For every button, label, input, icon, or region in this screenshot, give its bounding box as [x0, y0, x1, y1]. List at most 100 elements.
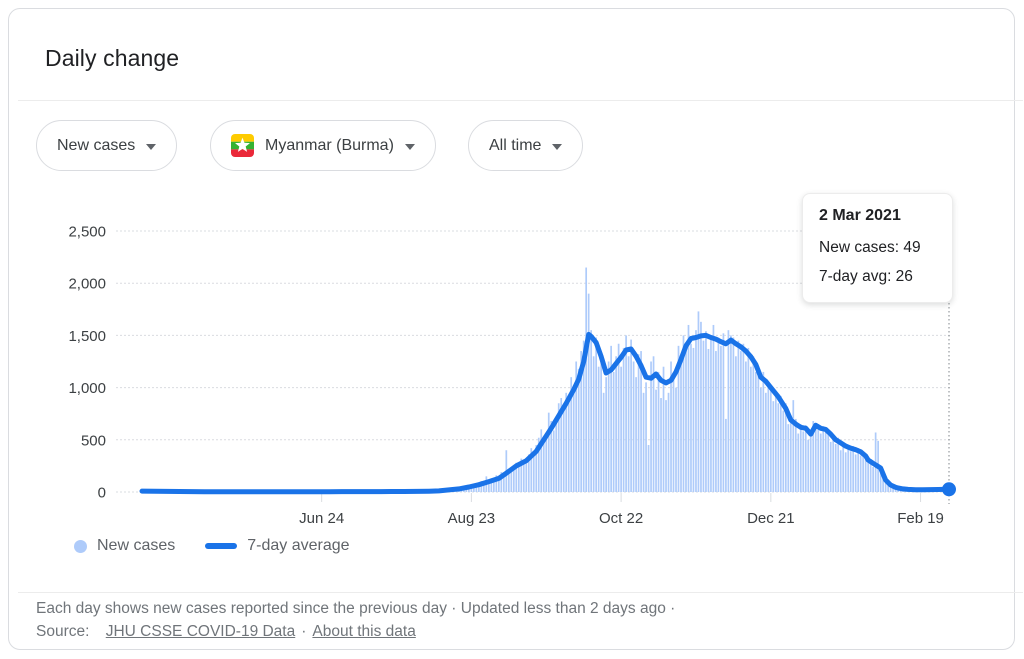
- about-data-link[interactable]: About this data: [312, 623, 416, 640]
- new-cases-bar[interactable]: [650, 361, 652, 493]
- new-cases-bar[interactable]: [829, 441, 832, 492]
- new-cases-bar[interactable]: [827, 429, 830, 492]
- new-cases-bar[interactable]: [535, 445, 538, 492]
- new-cases-bar[interactable]: [859, 455, 862, 492]
- new-cases-bar[interactable]: [587, 293, 590, 492]
- new-cases-bar[interactable]: [547, 412, 550, 492]
- new-cases-bar[interactable]: [640, 351, 642, 492]
- new-cases-bar[interactable]: [575, 361, 578, 493]
- new-cases-bar[interactable]: [750, 366, 752, 492]
- new-cases-bar[interactable]: [550, 421, 553, 492]
- region-dropdown[interactable]: Myanmar (Burma): [210, 120, 436, 171]
- new-cases-bar[interactable]: [789, 418, 792, 492]
- new-cases-bar[interactable]: [710, 335, 712, 492]
- new-cases-bar[interactable]: [645, 382, 647, 492]
- new-cases-bar[interactable]: [635, 377, 637, 492]
- new-cases-bar[interactable]: [697, 311, 700, 492]
- new-cases-bar[interactable]: [787, 424, 790, 492]
- new-cases-bar[interactable]: [774, 392, 777, 492]
- new-cases-bar[interactable]: [525, 459, 528, 492]
- new-cases-bar[interactable]: [814, 427, 817, 492]
- new-cases-bar[interactable]: [687, 324, 690, 492]
- new-cases-bar[interactable]: [682, 335, 685, 492]
- new-cases-bar[interactable]: [735, 356, 737, 492]
- new-cases-bar[interactable]: [852, 446, 855, 492]
- new-cases-bar[interactable]: [819, 433, 822, 492]
- new-cases-bar[interactable]: [515, 462, 518, 492]
- new-cases-bar[interactable]: [720, 345, 722, 492]
- new-cases-bar[interactable]: [557, 403, 560, 492]
- new-cases-bar[interactable]: [772, 401, 775, 492]
- new-cases-bar[interactable]: [767, 382, 770, 492]
- new-cases-bar[interactable]: [478, 484, 480, 492]
- new-cases-bar[interactable]: [862, 452, 865, 492]
- new-cases-bar[interactable]: [832, 434, 835, 492]
- new-cases-bar[interactable]: [807, 439, 810, 492]
- new-cases-bar[interactable]: [842, 442, 845, 492]
- new-cases-bar[interactable]: [867, 461, 869, 492]
- new-cases-bar[interactable]: [567, 400, 570, 492]
- new-cases-bar[interactable]: [799, 424, 802, 492]
- new-cases-bar[interactable]: [764, 392, 767, 492]
- source-link[interactable]: JHU CSSE COVID-19 Data: [105, 623, 296, 640]
- new-cases-bar[interactable]: [620, 366, 622, 492]
- new-cases-bar[interactable]: [887, 484, 889, 492]
- new-cases-bar[interactable]: [617, 343, 620, 492]
- new-cases-bar[interactable]: [495, 475, 498, 492]
- new-cases-bar[interactable]: [602, 392, 605, 492]
- new-cases-bar[interactable]: [849, 451, 852, 492]
- new-cases-bar[interactable]: [837, 437, 840, 492]
- new-cases-bar[interactable]: [879, 473, 882, 492]
- new-cases-bar[interactable]: [580, 351, 583, 492]
- new-cases-bar[interactable]: [690, 343, 692, 492]
- new-cases-bar[interactable]: [590, 330, 593, 492]
- new-cases-bar[interactable]: [625, 335, 627, 492]
- new-cases-bar[interactable]: [637, 354, 640, 492]
- new-cases-bar[interactable]: [705, 331, 707, 492]
- new-cases-bar[interactable]: [597, 366, 600, 492]
- new-cases-bar[interactable]: [892, 487, 894, 492]
- new-cases-bar[interactable]: [527, 454, 530, 492]
- new-cases-bar[interactable]: [882, 476, 884, 492]
- new-cases-bar[interactable]: [490, 478, 493, 492]
- new-cases-bar[interactable]: [560, 398, 563, 492]
- new-cases-bar[interactable]: [707, 348, 710, 492]
- new-cases-bar[interactable]: [488, 480, 490, 492]
- new-cases-bar[interactable]: [727, 330, 730, 492]
- new-cases-bar[interactable]: [517, 465, 520, 492]
- new-cases-bar[interactable]: [737, 340, 740, 492]
- new-cases-bar[interactable]: [582, 340, 585, 492]
- new-cases-bar[interactable]: [712, 324, 715, 492]
- new-cases-bar[interactable]: [642, 392, 645, 492]
- new-cases-bar[interactable]: [512, 469, 515, 492]
- new-cases-bar[interactable]: [777, 403, 780, 492]
- new-cases-bar[interactable]: [702, 340, 705, 492]
- new-cases-bar[interactable]: [732, 337, 735, 492]
- new-cases-bar[interactable]: [812, 421, 815, 492]
- new-cases-bar[interactable]: [662, 366, 665, 492]
- new-cases-bar[interactable]: [647, 445, 650, 492]
- new-cases-bar[interactable]: [605, 377, 607, 492]
- highlighted-point[interactable]: [942, 482, 956, 497]
- new-cases-bar[interactable]: [572, 385, 575, 492]
- new-cases-bar[interactable]: [555, 416, 558, 492]
- new-cases-bar[interactable]: [869, 460, 872, 492]
- new-cases-bar[interactable]: [600, 351, 602, 492]
- new-cases-bar[interactable]: [784, 403, 787, 492]
- metric-dropdown[interactable]: New cases: [36, 120, 178, 171]
- new-cases-bar[interactable]: [542, 441, 545, 492]
- new-cases-bar[interactable]: [622, 347, 625, 492]
- new-cases-bar[interactable]: [665, 400, 667, 492]
- new-cases-bar[interactable]: [804, 425, 807, 492]
- new-cases-bar[interactable]: [752, 356, 755, 492]
- new-cases-bar[interactable]: [530, 448, 533, 492]
- new-cases-bar[interactable]: [824, 431, 827, 492]
- new-cases-bar[interactable]: [632, 361, 635, 493]
- new-cases-bar[interactable]: [473, 485, 475, 492]
- new-cases-bar[interactable]: [802, 431, 805, 492]
- new-cases-bar[interactable]: [755, 371, 757, 492]
- new-cases-bar[interactable]: [692, 347, 695, 492]
- new-cases-bar[interactable]: [615, 356, 617, 492]
- new-cases-bar[interactable]: [792, 400, 795, 492]
- new-cases-bar[interactable]: [834, 443, 837, 492]
